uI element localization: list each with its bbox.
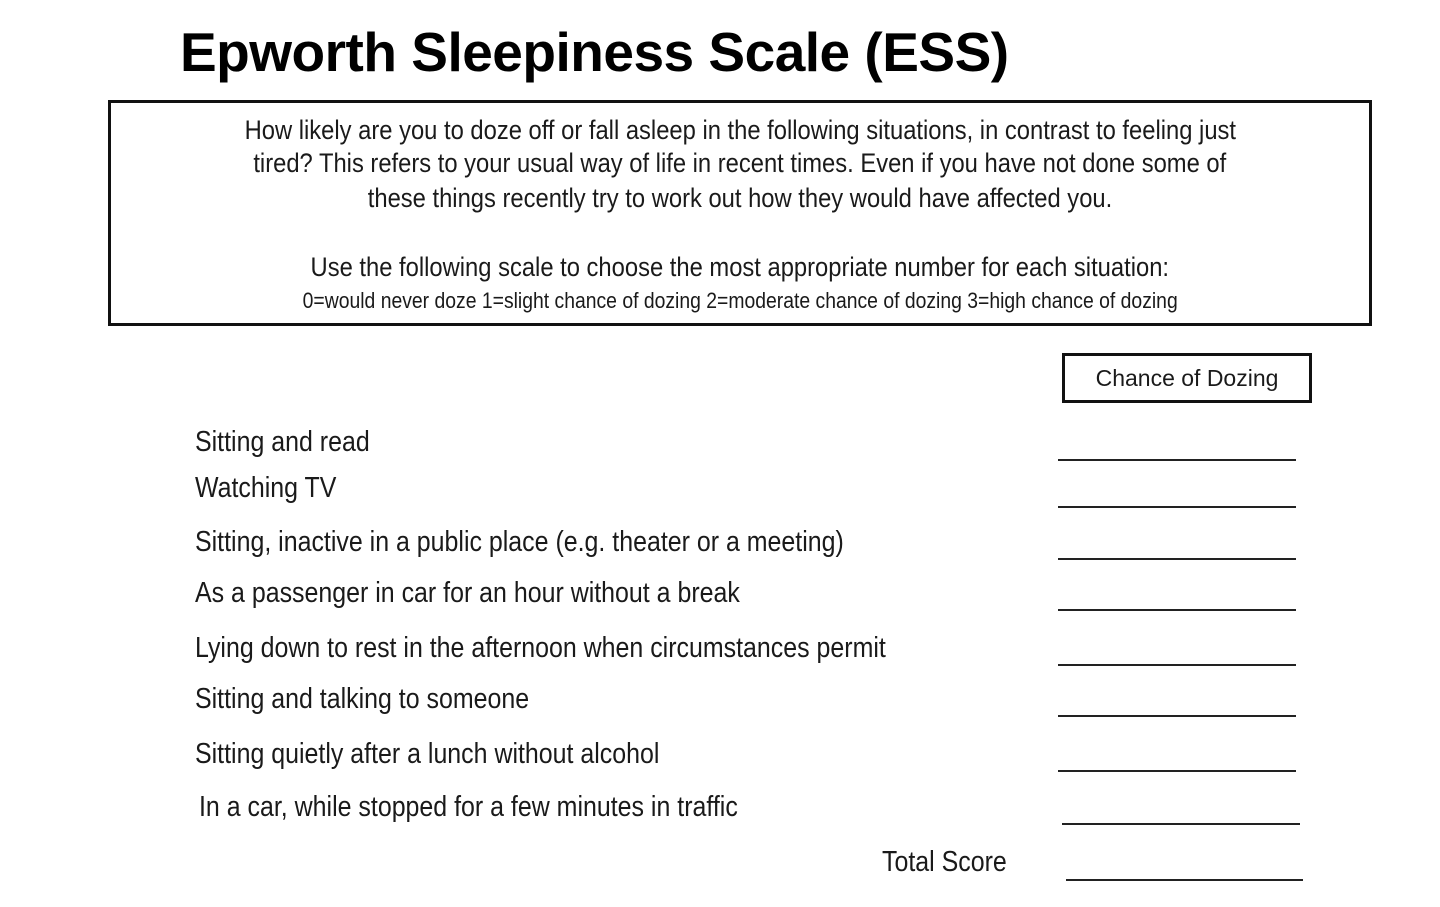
situation-label: Watching TV <box>195 472 337 504</box>
score-blank[interactable] <box>1058 770 1296 772</box>
situation-label: Sitting and talking to someone <box>195 683 530 715</box>
score-blank[interactable] <box>1058 715 1296 717</box>
total-score-label: Total Score <box>882 846 1007 878</box>
instructions-box: How likely are you to doze off or fall a… <box>108 100 1372 326</box>
score-blank[interactable] <box>1058 459 1296 461</box>
situation-label: Sitting quietly after a lunch without al… <box>195 738 660 770</box>
score-blank[interactable] <box>1062 823 1300 825</box>
instruction-line: tired? This refers to your usual way of … <box>253 148 1227 178</box>
scale-legend: 0=would never doze 1=slight chance of do… <box>302 288 1178 313</box>
score-blank[interactable] <box>1058 506 1296 508</box>
page-title: Epworth Sleepiness Scale (ESS) <box>180 21 1009 83</box>
situation-label: Sitting, inactive in a public place (e.g… <box>195 526 844 558</box>
situation-label: Sitting and read <box>195 426 370 458</box>
score-blank[interactable] <box>1058 664 1296 666</box>
instruction-line: How likely are you to doze off or fall a… <box>244 115 1236 145</box>
score-blank[interactable] <box>1058 558 1296 560</box>
column-header: Chance of Dozing <box>1062 353 1312 403</box>
total-score-blank[interactable] <box>1066 879 1303 881</box>
instruction-line: these things recently try to work out ho… <box>367 183 1113 213</box>
situation-label: As a passenger in car for an hour withou… <box>195 577 740 609</box>
situation-label: Lying down to rest in the afternoon when… <box>195 632 886 664</box>
scale-prompt: Use the following scale to choose the mo… <box>310 252 1170 282</box>
score-blank[interactable] <box>1058 609 1296 611</box>
situation-label: In a car, while stopped for a few minute… <box>199 791 738 823</box>
